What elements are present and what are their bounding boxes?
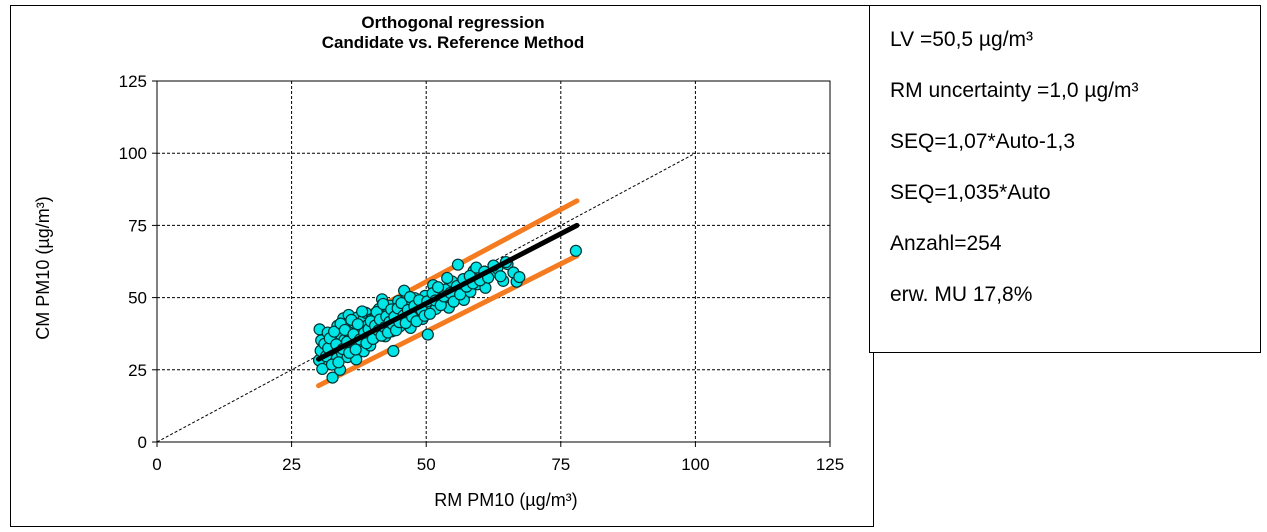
info-count: Anzahl=254 <box>890 232 1002 255</box>
data-point <box>349 343 362 356</box>
chart-subtitle: Candidate vs. Reference Method <box>322 33 585 52</box>
data-point <box>356 305 369 318</box>
chart-frame: Orthogonal regression Candidate vs. Refe… <box>10 5 874 527</box>
info-seq-slope: SEQ=1,035*Auto <box>890 181 1051 204</box>
info-expanded-mu: erw. MU 17,8% <box>890 283 1033 306</box>
x-axis-title: RM PM10 (µg/m³) <box>434 490 577 510</box>
info-box: LV =50,5 µg/m³ RM uncertainty =1,0 µg/m³… <box>869 5 1261 353</box>
x-tick-label: 125 <box>816 455 844 474</box>
x-tick-label: 75 <box>551 455 570 474</box>
data-point <box>332 356 345 369</box>
x-tick-label: 50 <box>417 455 436 474</box>
plot-area: 0 25 50 75 100 125 0 25 50 75 100 125 <box>119 72 845 474</box>
data-point <box>431 281 445 294</box>
x-tick-label: 100 <box>681 455 709 474</box>
data-point <box>421 328 434 341</box>
plot-border <box>156 80 831 443</box>
lower-bound-line <box>316 253 580 389</box>
y-tick-label: 50 <box>128 289 147 308</box>
y-tick-label: 0 <box>138 433 147 452</box>
data-point <box>513 270 526 284</box>
data-point <box>326 371 339 384</box>
y-tick-label: 125 <box>119 72 147 91</box>
y-axis-title: CM PM10 (µg/m³) <box>33 196 53 339</box>
y-tick-label: 25 <box>128 361 147 380</box>
info-rm-uncertainty: RM uncertainty =1,0 µg/m³ <box>890 79 1139 102</box>
info-limit-value: LV =50,5 µg/m³ <box>890 28 1034 51</box>
chart-title: Orthogonal regression <box>361 13 544 32</box>
y-tick-label: 100 <box>119 144 147 163</box>
data-point <box>494 270 507 283</box>
data-point <box>569 244 582 257</box>
y-tick-label: 75 <box>128 216 147 235</box>
info-seq-linear: SEQ=1,07*Auto-1,3 <box>890 130 1076 153</box>
data-point <box>423 307 437 320</box>
x-tick-label: 25 <box>282 455 301 474</box>
data-point <box>387 344 400 358</box>
data-point <box>441 271 454 285</box>
data-point <box>351 318 364 331</box>
data-point <box>451 258 465 271</box>
data-point <box>454 288 467 301</box>
x-tick-label: 0 <box>152 455 161 474</box>
regression-line <box>316 222 580 362</box>
scatter-chart: Orthogonal regression Candidate vs. Refe… <box>33 13 845 510</box>
